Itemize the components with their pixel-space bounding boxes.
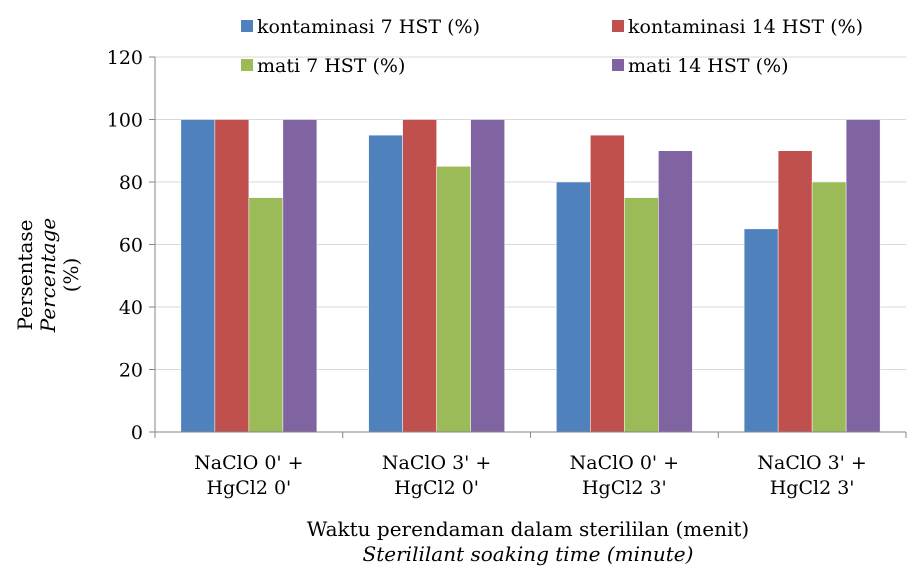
y-tick-label: 100 xyxy=(107,110,143,132)
legend-label: mati 7 HST (%) xyxy=(257,55,405,77)
x-category-label: HgCl2 0' xyxy=(394,477,479,499)
x-category-label: HgCl2 3' xyxy=(770,477,855,499)
x-category-label: NaClO 3' + xyxy=(757,452,866,474)
bar xyxy=(743,228,779,433)
y-tick-label: 0 xyxy=(131,422,143,444)
legend-label: kontaminasi 7 HST (%) xyxy=(257,16,480,38)
y-axis-title-line-1: Persentase xyxy=(13,220,37,331)
y-tick-label: 120 xyxy=(107,47,143,69)
y-tick-label: 40 xyxy=(119,297,143,319)
y-axis-title-line-2: Percentage xyxy=(36,218,60,333)
x-category-label: HgCl2 3' xyxy=(582,477,667,499)
x-category-label: NaClO 0' + xyxy=(194,452,303,474)
y-tick-label: 60 xyxy=(119,235,143,257)
legend: kontaminasi 7 HST (%) kontaminasi 14 HST … xyxy=(241,16,863,77)
x-axis-title-line-1: Waktu perendaman dalam sterililan (menit… xyxy=(307,517,749,541)
x-category-label: NaClO 3' + xyxy=(382,452,491,474)
bar xyxy=(811,181,847,433)
legend-swatch xyxy=(241,20,253,32)
legend-label: kontaminasi 14 HST (%) xyxy=(628,16,863,38)
legend-label: mati 14 HST (%) xyxy=(628,55,789,77)
bar xyxy=(624,197,659,433)
bar xyxy=(658,150,693,433)
bar xyxy=(777,150,813,433)
bar xyxy=(436,166,471,433)
x-category-label: NaClO 0' + xyxy=(570,452,679,474)
bar xyxy=(282,119,318,433)
bar xyxy=(214,119,250,433)
bar xyxy=(590,134,625,433)
bar xyxy=(180,119,216,433)
legend-swatch xyxy=(241,59,253,71)
bar xyxy=(402,119,437,433)
y-tick-label: 80 xyxy=(119,172,143,194)
y-tick-labels: 0 20 40 60 80 100 120 xyxy=(107,47,155,444)
x-axis-title-line-2: Sterililant soaking time (minute) xyxy=(363,542,694,566)
bars xyxy=(180,119,881,433)
bar xyxy=(556,181,591,433)
bar xyxy=(470,119,505,433)
y-tick-label: 20 xyxy=(119,360,143,382)
bar xyxy=(248,197,284,433)
y-axis-title-line-3: (%) xyxy=(59,258,83,293)
bar xyxy=(368,134,403,433)
bar xyxy=(845,119,881,433)
legend-swatch xyxy=(612,20,624,32)
legend-swatch xyxy=(612,59,624,71)
x-category-label: HgCl2 0' xyxy=(206,477,291,499)
x-category-labels: NaClO 0' + HgCl2 0' NaClO 3' + HgCl2 0' NaCl… xyxy=(194,452,867,499)
